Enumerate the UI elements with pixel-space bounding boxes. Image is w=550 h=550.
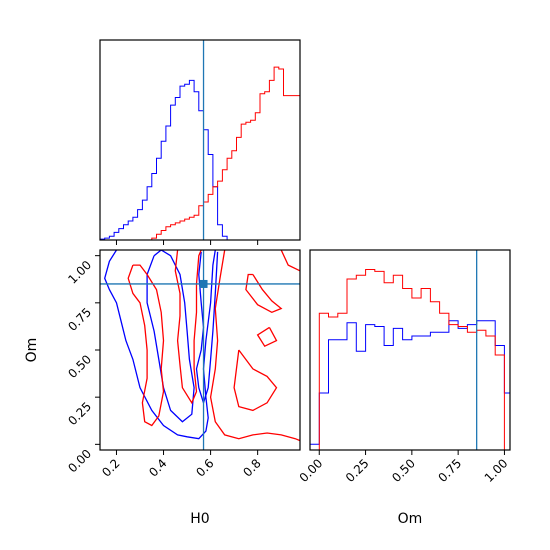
om-marginal-plot — [310, 250, 510, 451]
histogram-red — [310, 269, 510, 451]
x-tick-label: 0.25 — [343, 456, 372, 485]
h0-marginal-frame — [99, 39, 301, 241]
x-tick-label: 0.75 — [435, 456, 464, 485]
h0-om-panel: 0.2 0.4 0.6 0.8 0.00 0.25 0.50 0.75 1.00 H0 Om — [24, 249, 301, 527]
x-tick-label: 0.6 — [193, 456, 216, 479]
x-tick-label: 0.2 — [99, 456, 122, 479]
y-tick-label: 0.75 — [65, 305, 94, 334]
y-tick-label: 1.00 — [65, 258, 94, 287]
histogram-blue — [100, 79, 300, 241]
h0-om-ticks: 0.2 0.4 0.6 0.8 0.00 0.25 0.50 0.75 1.00 — [65, 255, 264, 480]
contour-red — [256, 326, 278, 348]
y-tick-label: 0.25 — [65, 399, 94, 428]
contour-red — [174, 250, 202, 405]
om-marginal-frame — [309, 249, 511, 451]
x-tick-label: 0.4 — [146, 456, 169, 479]
contour-red — [233, 349, 278, 412]
x-tick-label: 0.00 — [297, 456, 326, 485]
h0-marginal-ticks — [115, 240, 259, 245]
histogram-blue — [310, 320, 510, 445]
y-tick-label: 0.50 — [65, 352, 94, 381]
x-tick-label: 0.50 — [389, 456, 418, 485]
contour-blue — [146, 250, 195, 423]
contour-red — [245, 273, 283, 314]
truth-marker — [199, 279, 208, 288]
contour-red — [127, 264, 165, 427]
y-axis-label-om: Om — [24, 338, 40, 363]
om-marginal-panel: 0.00 0.25 0.50 0.75 1.00 Om — [297, 249, 511, 527]
om-marginal-ticks: 0.00 0.25 0.50 0.75 1.00 — [297, 450, 511, 485]
h0-marginal-panel — [99, 39, 301, 245]
x-axis-label-om: Om — [398, 511, 423, 527]
x-tick-label: 0.8 — [240, 456, 263, 479]
x-axis-label-h0: H0 — [190, 511, 209, 527]
contour-red — [209, 250, 300, 442]
y-tick-label: 0.00 — [65, 447, 94, 476]
contour-blue — [104, 250, 216, 440]
histogram-red — [100, 66, 300, 241]
h0-om-contour-plot — [100, 250, 300, 450]
h0-marginal-plot — [100, 40, 300, 241]
contour-blue — [195, 251, 219, 405]
contour-red — [280, 250, 300, 272]
x-tick-label: 1.00 — [482, 456, 511, 485]
